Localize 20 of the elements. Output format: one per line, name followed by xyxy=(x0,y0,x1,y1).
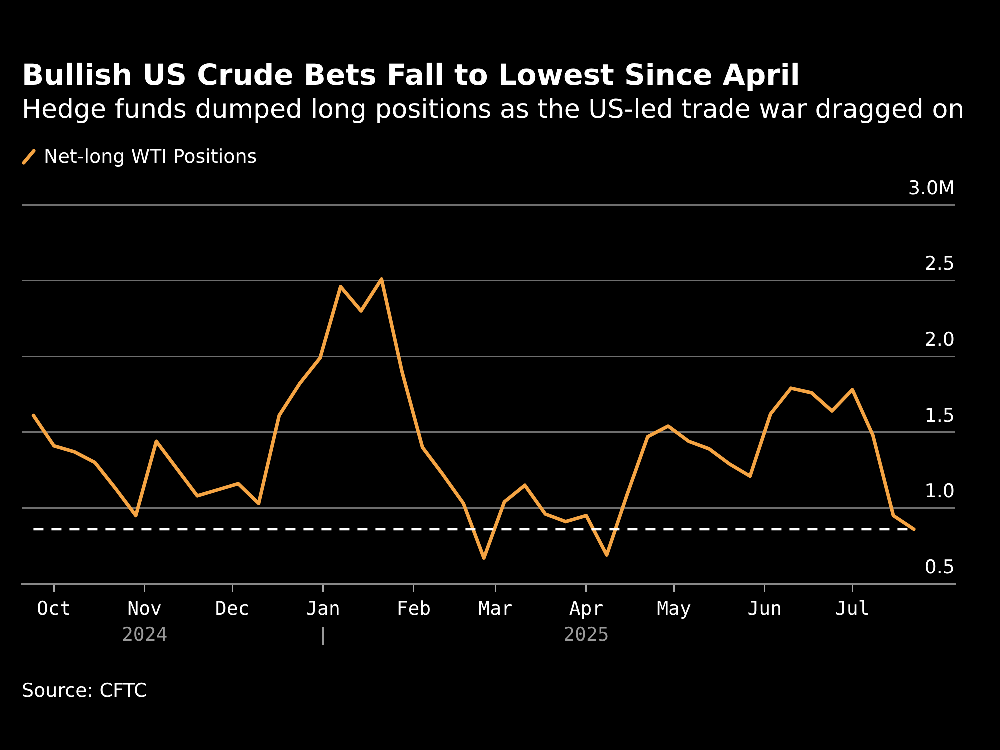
y-tick-label: 0.5 xyxy=(924,556,955,578)
x-tick-label: Oct xyxy=(37,598,72,620)
legend-label: Net-long WTI Positions xyxy=(44,146,258,168)
chart-title: Bullish US Crude Bets Fall to Lowest Since April xyxy=(22,58,800,92)
x-tick-label: Jul xyxy=(835,598,870,620)
x-tick-label: Apr 2025 xyxy=(564,598,610,646)
x-tick-label: May xyxy=(657,598,692,620)
x-tick-label: Dec xyxy=(215,598,250,620)
x-tick-label: Jan xyxy=(306,598,340,620)
x-tick-label: Jun xyxy=(748,598,782,620)
x-tick-label: Feb xyxy=(396,598,432,620)
source-note: Source: CFTC xyxy=(22,680,148,702)
y-tick-label: 2.0 xyxy=(924,329,955,352)
y-tick-label: 3.0M xyxy=(908,177,955,200)
x-tick-label: Mar xyxy=(478,598,513,620)
y-tick-label: 2.5 xyxy=(924,253,955,276)
y-tick-label: 1.5 xyxy=(924,404,955,427)
x-tick-label: Nov 2024 xyxy=(122,598,168,646)
chart-subtitle: Hedge funds dumped long positions as the US-led trade war dragged on xyxy=(22,95,965,125)
y-tick-label: 1.0 xyxy=(924,480,955,503)
